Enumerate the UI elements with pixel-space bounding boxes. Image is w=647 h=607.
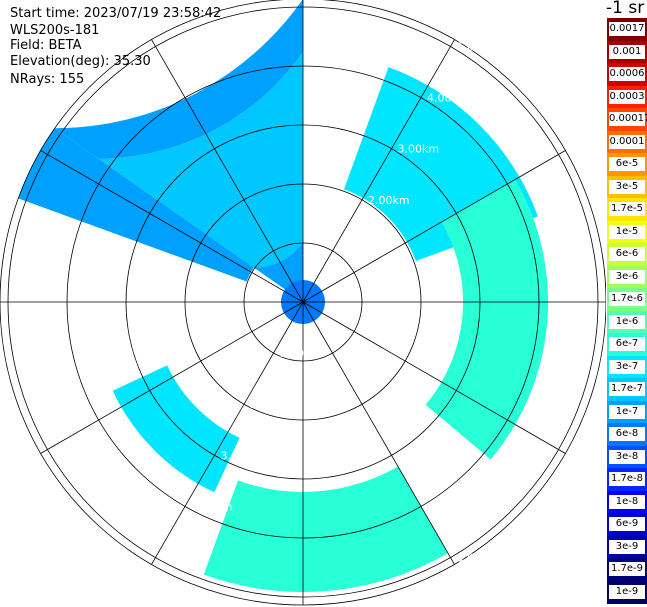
colorbar-tick-label: 6e-6 xyxy=(609,247,645,261)
azimuth-spoke xyxy=(151,39,304,303)
colorbar-tick-label: 1.7e-8 xyxy=(609,472,645,486)
range-label: 5.00km xyxy=(162,552,204,565)
colorbar-tick-label: 1.7e-6 xyxy=(609,292,645,306)
azimuth-spoke xyxy=(40,150,304,303)
range-label: 4.00km xyxy=(427,92,469,105)
range-label: 1.00km xyxy=(339,245,381,258)
range-label: 3.00km xyxy=(221,449,263,462)
range-label: 5.00km xyxy=(457,552,499,565)
range-label: 2.00km xyxy=(368,194,410,207)
colorbar-tick-label: 1.7e-5 xyxy=(609,202,645,216)
colorbar-tick-label: 0.00017 xyxy=(609,112,647,126)
colorbar-tick-label: 1.7e-7 xyxy=(609,382,645,396)
nrays-label: NRays: 155 xyxy=(10,72,85,87)
range-ring-grid xyxy=(0,0,606,606)
start-time-label: Start time: 2023/07/19 23:58:42 xyxy=(10,6,222,21)
colorbar-tick-label: 6e-7 xyxy=(609,337,645,351)
colorbar-tick-label: 1e-9 xyxy=(609,584,645,599)
device-label: WLS200s-181 xyxy=(10,23,100,38)
backscatter-band xyxy=(18,128,254,282)
range-label: 2.00km xyxy=(368,398,410,411)
azimuth-spoke xyxy=(302,301,566,454)
range-label: 2.00km xyxy=(250,398,292,411)
range-label: 1.00km xyxy=(339,347,381,360)
colorbar-tick-label: 6e-9 xyxy=(609,517,645,531)
range-label: 1.00km xyxy=(280,347,322,360)
colorbar-tick-label: 3e-9 xyxy=(609,539,645,554)
colorbar-tick-label: 0.0001 xyxy=(609,134,645,149)
backscatter-band xyxy=(425,179,549,460)
colorbar-tick-label: 0.0003 xyxy=(609,89,645,104)
azimuth-spoke xyxy=(302,150,566,303)
elevation-label: Elevation(deg): 35.30 xyxy=(10,54,151,69)
colorbar-tick-label: 1e-5 xyxy=(609,224,645,239)
field-label: Field: BETA xyxy=(10,38,82,53)
azimuth-spoke xyxy=(40,301,304,454)
backscatter-band xyxy=(112,365,240,493)
ppi-scan-plot: 1.00km 1.00km 1.00km 2.00km 2.00km 2.00km 3.00… xyxy=(0,0,606,606)
range-label: 4.00km xyxy=(191,500,233,513)
colorbar-tick-label: 1.7e-9 xyxy=(609,562,645,576)
azimuth-spoke xyxy=(302,39,455,303)
colorbar-tick-label: 0.0017 xyxy=(609,22,645,36)
colorbar-tick-label: 6e-8 xyxy=(609,427,645,441)
backscatter-band xyxy=(54,0,303,159)
colorbar-tick-label: 6e-5 xyxy=(609,157,645,171)
colorbar-tick-label: 1e-8 xyxy=(609,494,645,509)
colorbar-tick-label: 3e-5 xyxy=(609,179,645,194)
colorbar-tick-label: 0.001 xyxy=(609,44,645,59)
unit-label: -1 sr xyxy=(606,0,645,18)
range-label: 3.00km xyxy=(398,143,440,156)
range-label: 5.00km xyxy=(457,41,499,54)
colorbar-tick-label: 3e-6 xyxy=(609,269,645,284)
backscatter-band xyxy=(203,466,448,592)
colorbar-tick-label: 3e-8 xyxy=(609,449,645,464)
azimuth-spoke xyxy=(151,301,304,565)
range-label: 4.00km xyxy=(427,500,469,513)
colorbar-tick-label: 3e-7 xyxy=(609,359,645,374)
range-labels: 1.00km 1.00km 1.00km 2.00km 2.00km 2.00km 3.00… xyxy=(162,41,499,565)
colorbar-tick-label: 1e-7 xyxy=(609,404,645,419)
range-label: 3.00km xyxy=(398,449,440,462)
colorbar-tick-label: 1e-6 xyxy=(609,314,645,329)
backscatter-sectors xyxy=(18,0,549,592)
colorbar-tick-label: 0.0006 xyxy=(609,67,645,81)
azimuth-spoke xyxy=(302,301,455,565)
